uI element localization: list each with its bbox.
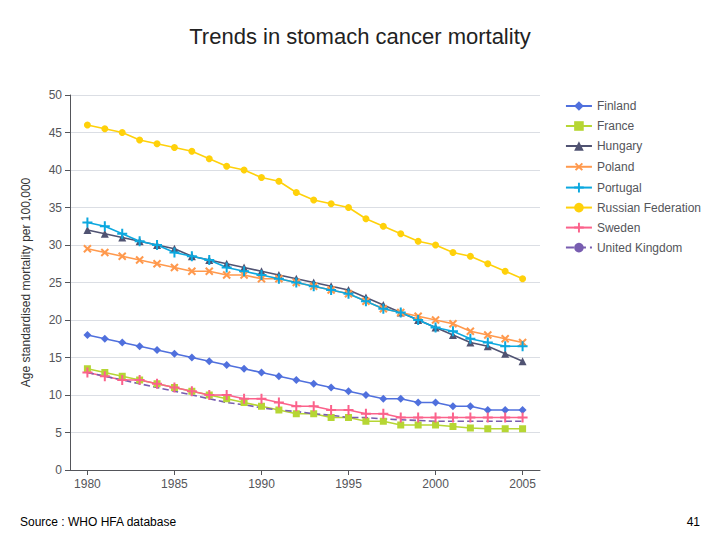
svg-text:50: 50 xyxy=(49,88,63,102)
svg-text:40: 40 xyxy=(49,163,63,177)
svg-text:France: France xyxy=(597,119,635,133)
svg-text:0: 0 xyxy=(55,463,62,477)
svg-text:30: 30 xyxy=(49,238,63,252)
svg-text:5: 5 xyxy=(55,426,62,440)
svg-text:1985: 1985 xyxy=(161,477,188,491)
svg-text:Finland: Finland xyxy=(597,99,636,113)
svg-text:Age standardised mortality per: Age standardised mortality per 100,000 xyxy=(19,177,33,387)
svg-text:Russian Federation: Russian Federation xyxy=(597,201,701,215)
svg-text:1995: 1995 xyxy=(335,477,362,491)
svg-text:1990: 1990 xyxy=(248,477,275,491)
svg-text:United Kingdom: United Kingdom xyxy=(597,241,682,255)
svg-text:25: 25 xyxy=(49,276,63,290)
svg-text:41: 41 xyxy=(687,515,701,529)
svg-text:Portugal: Portugal xyxy=(597,181,642,195)
svg-text:2005: 2005 xyxy=(509,477,536,491)
svg-text:2000: 2000 xyxy=(422,477,449,491)
svg-text:Poland: Poland xyxy=(597,160,634,174)
svg-text:Sweden: Sweden xyxy=(597,221,640,235)
svg-text:Hungary: Hungary xyxy=(597,139,642,153)
svg-text:1980: 1980 xyxy=(74,477,101,491)
svg-text:10: 10 xyxy=(49,388,63,402)
svg-text:35: 35 xyxy=(49,201,63,215)
svg-text:Trends in stomach cancer morta: Trends in stomach cancer mortality xyxy=(189,24,531,49)
svg-text:45: 45 xyxy=(49,126,63,140)
svg-text:Source : WHO HFA database: Source : WHO HFA database xyxy=(20,515,176,529)
svg-text:20: 20 xyxy=(49,313,63,327)
svg-text:15: 15 xyxy=(49,351,63,365)
